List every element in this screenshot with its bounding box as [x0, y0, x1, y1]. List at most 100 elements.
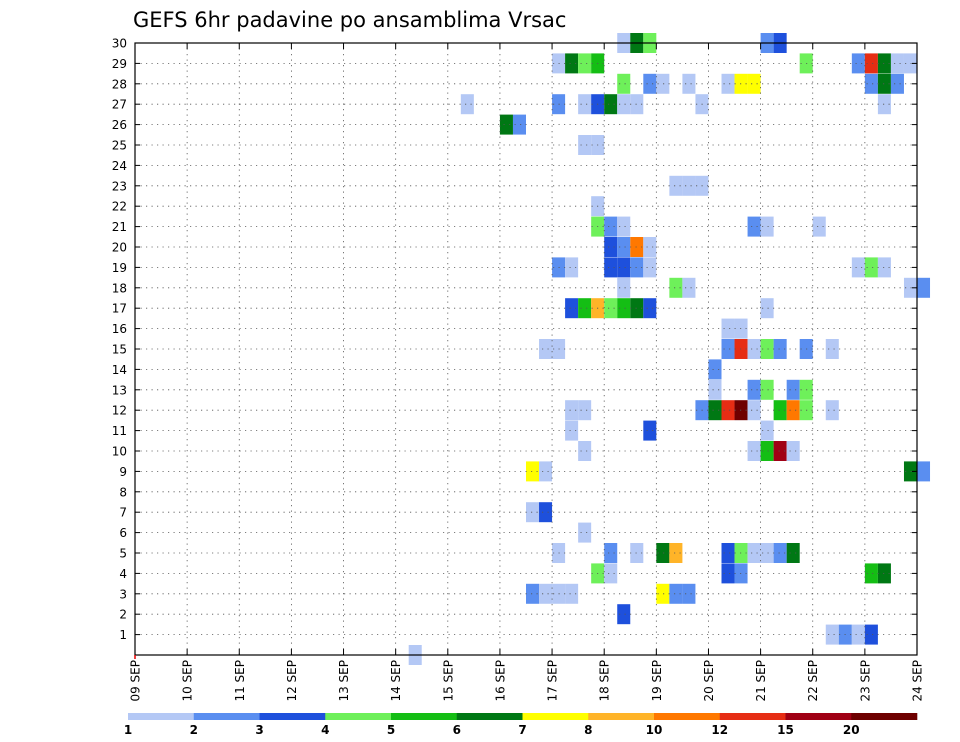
precip-cell: [682, 73, 696, 94]
chart-title: GEFS 6hr padavine po ansamblima Vrsac: [133, 8, 566, 32]
colorbar-label: 8: [584, 723, 592, 737]
colorbar-label: 12: [711, 723, 728, 737]
precip-cell: [747, 339, 761, 359]
colorbar-swatch: [851, 713, 918, 720]
heatmap-cells: [408, 33, 931, 665]
precip-cell: [786, 441, 800, 461]
precip-cell: [617, 604, 631, 625]
y-tick-label: 7: [119, 506, 127, 520]
precip-cell: [682, 583, 696, 604]
precip-cell: [786, 400, 800, 421]
precip-cell: [578, 135, 592, 155]
x-tick-label: 09 SEP: [129, 660, 143, 702]
precip-cell: [604, 216, 618, 237]
y-tick-label: 11: [112, 424, 127, 438]
colorbar-swatch: [654, 713, 721, 720]
precip-cell: [890, 73, 904, 94]
precip-cell: [864, 563, 878, 584]
x-tick-label: 24 SEP: [911, 660, 925, 702]
precip-cell: [617, 94, 631, 115]
precip-cell: [721, 563, 735, 584]
y-tick-label: 1: [119, 628, 127, 642]
y-tick-label: 2: [119, 608, 127, 622]
precip-cell: [747, 543, 761, 563]
precip-cell: [669, 175, 683, 196]
precip-cell: [877, 563, 891, 584]
precip-cell: [656, 583, 670, 604]
y-tick-label: 9: [119, 465, 127, 479]
precip-cell: [604, 563, 618, 584]
precip-cell: [604, 543, 618, 563]
y-tick-label: 30: [112, 37, 127, 51]
colorbar-swatch: [588, 713, 655, 720]
y-tick-label: 25: [112, 139, 127, 153]
precip-cell: [565, 53, 579, 74]
precip-cell: [708, 359, 722, 380]
precip-cell: [851, 257, 865, 278]
precip-cell: [917, 277, 931, 298]
y-tick-label: 4: [119, 567, 127, 581]
precip-cell: [656, 73, 670, 94]
x-tick-label: 18 SEP: [598, 660, 612, 702]
precip-cell: [604, 237, 618, 257]
precip-cell: [656, 543, 670, 563]
precip-cell: [617, 216, 631, 237]
precip-cell: [630, 237, 644, 257]
y-tick-label: 28: [112, 77, 127, 91]
precip-cell: [917, 461, 931, 482]
colorbar-label: 20: [843, 723, 860, 737]
y-tick-label: 24: [112, 159, 127, 173]
precip-cell: [773, 543, 787, 563]
precip-cell: [786, 543, 800, 563]
precip-cell: [760, 339, 774, 359]
colorbar-swatch: [259, 713, 326, 720]
precip-cell: [825, 624, 839, 645]
precip-cell: [708, 400, 722, 421]
precip-cell: [499, 114, 513, 135]
y-tick-label: 27: [112, 98, 127, 112]
precip-cell: [721, 543, 735, 563]
precip-cell: [786, 379, 800, 400]
precip-cell: [682, 277, 696, 298]
precip-cell: [864, 53, 878, 74]
precip-cell: [773, 400, 787, 421]
colorbar-swatch: [719, 713, 786, 720]
y-tick-label: 16: [112, 322, 127, 336]
precip-cell: [604, 94, 618, 115]
x-tick-label: 21 SEP: [754, 660, 768, 702]
precip-cell: [643, 73, 657, 94]
colorbar-label: 5: [387, 723, 395, 737]
precip-cell: [604, 298, 618, 319]
precip-cell: [617, 277, 631, 298]
precip-cell: [617, 73, 631, 94]
colorbar-label: 1: [124, 723, 132, 737]
y-tick-label: 26: [112, 118, 127, 132]
precip-cell: [617, 298, 631, 319]
colorbar-swatch: [193, 713, 260, 720]
colorbar-label: 3: [255, 723, 263, 737]
precip-cell: [851, 624, 865, 645]
y-tick-label: 18: [112, 281, 127, 295]
precip-cell: [643, 257, 657, 278]
precip-cell: [903, 53, 917, 74]
precip-cell: [578, 298, 592, 319]
x-tick-label: 12 SEP: [285, 660, 299, 702]
precip-cell: [864, 257, 878, 278]
y-tick-label: 3: [119, 587, 127, 601]
grid-lines: [135, 42, 917, 655]
precip-cell: [630, 298, 644, 319]
x-tick-label: 15 SEP: [441, 660, 455, 702]
precip-cell: [669, 583, 683, 604]
y-tick-label: 14: [112, 363, 127, 377]
precip-cell: [604, 257, 618, 278]
precip-cell: [526, 583, 540, 604]
precip-cell: [760, 216, 774, 237]
precip-cell: [851, 53, 865, 74]
colorbar-swatch: [456, 713, 523, 720]
precip-cell: [877, 94, 891, 115]
x-tick-label: 16 SEP: [493, 660, 507, 702]
precip-cell: [565, 298, 579, 319]
y-tick-label: 10: [112, 445, 127, 459]
y-tick-label: 17: [112, 302, 127, 316]
